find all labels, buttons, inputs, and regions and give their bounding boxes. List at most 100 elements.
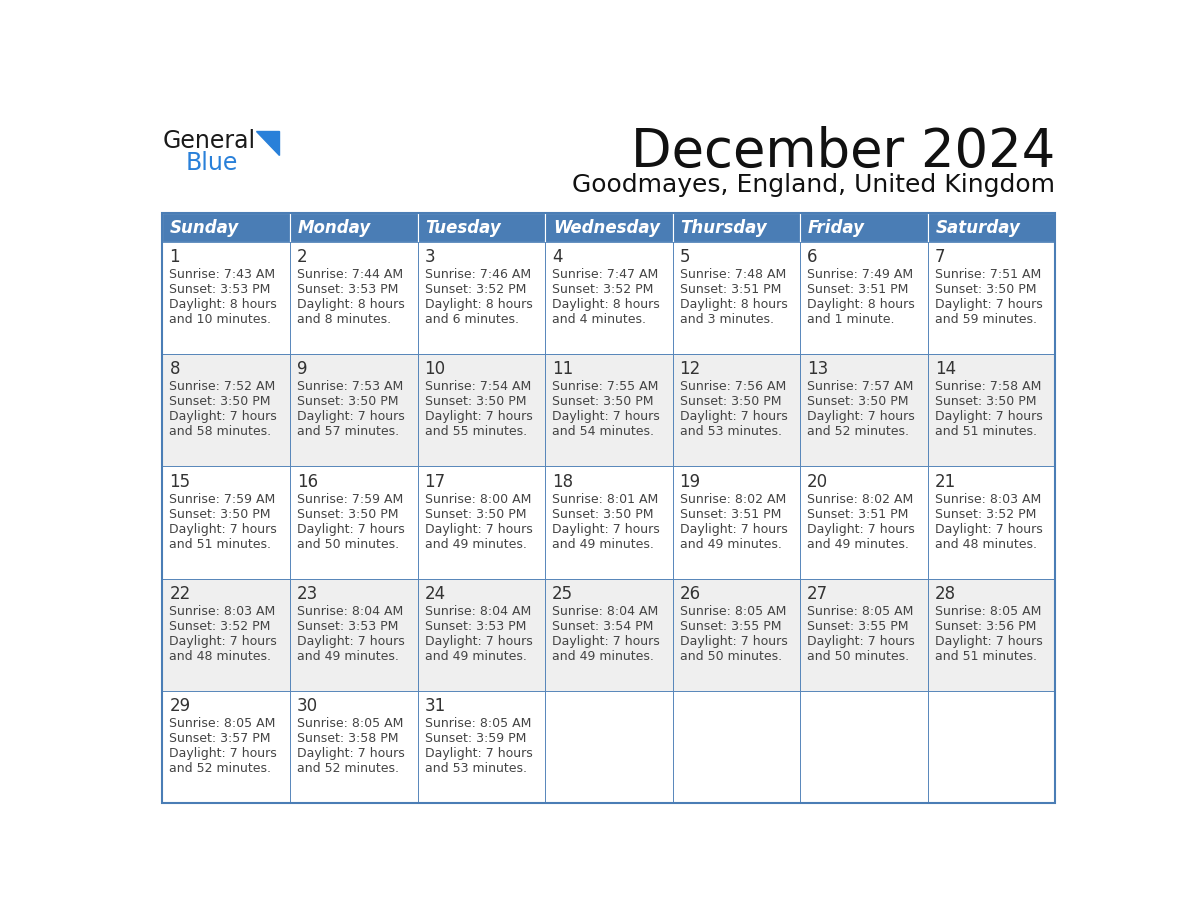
Text: Sunrise: 7:57 AM: Sunrise: 7:57 AM [807,380,914,393]
Bar [163,691,290,803]
Text: Sunset: 3:52 PM: Sunset: 3:52 PM [170,620,271,633]
Bar [290,578,417,691]
Bar [163,241,290,354]
Text: Sunset: 3:53 PM: Sunset: 3:53 PM [170,283,271,296]
Bar [928,466,1055,578]
Text: Sunrise: 8:00 AM: Sunrise: 8:00 AM [424,493,531,506]
Text: Daylight: 7 hours: Daylight: 7 hours [297,635,405,648]
Text: Daylight: 7 hours: Daylight: 7 hours [170,635,277,648]
Text: Sunrise: 8:04 AM: Sunrise: 8:04 AM [424,605,531,618]
Text: 12: 12 [680,360,701,378]
Text: Sunset: 3:50 PM: Sunset: 3:50 PM [170,396,271,409]
Bar [801,354,928,466]
Text: Sunset: 3:50 PM: Sunset: 3:50 PM [680,396,781,409]
Text: Sunset: 3:50 PM: Sunset: 3:50 PM [807,396,909,409]
Bar [290,354,417,466]
Text: Sunset: 3:50 PM: Sunset: 3:50 PM [297,508,398,521]
Text: Sunrise: 8:03 AM: Sunrise: 8:03 AM [170,605,276,618]
Text: Sunset: 3:55 PM: Sunset: 3:55 PM [807,620,909,633]
Text: Sunrise: 7:54 AM: Sunrise: 7:54 AM [424,380,531,393]
Text: and 50 minutes.: and 50 minutes. [680,650,782,663]
Bar [545,213,672,241]
Text: Sunrise: 8:05 AM: Sunrise: 8:05 AM [170,717,276,730]
Text: Sunset: 3:50 PM: Sunset: 3:50 PM [170,508,271,521]
Text: 31: 31 [424,697,446,715]
Text: Sunset: 3:51 PM: Sunset: 3:51 PM [680,508,781,521]
Bar [290,691,417,803]
Text: 20: 20 [807,473,828,490]
Text: and 1 minute.: and 1 minute. [807,313,895,326]
Bar [672,466,801,578]
Text: 23: 23 [297,585,318,603]
Text: Daylight: 7 hours: Daylight: 7 hours [680,522,788,535]
Text: December 2024: December 2024 [631,126,1055,177]
Bar [417,241,545,354]
Text: 8: 8 [170,360,179,378]
Text: Monday: Monday [298,218,371,237]
Text: Daylight: 7 hours: Daylight: 7 hours [297,522,405,535]
Text: 9: 9 [297,360,308,378]
Bar [290,466,417,578]
Text: Sunset: 3:50 PM: Sunset: 3:50 PM [424,508,526,521]
Text: Sunrise: 7:59 AM: Sunrise: 7:59 AM [170,493,276,506]
Text: Sunrise: 8:01 AM: Sunrise: 8:01 AM [552,493,658,506]
Text: Daylight: 7 hours: Daylight: 7 hours [170,747,277,760]
Text: Sunrise: 7:43 AM: Sunrise: 7:43 AM [170,268,276,281]
Text: Tuesday: Tuesday [425,218,501,237]
Bar [545,578,672,691]
Text: Sunrise: 7:51 AM: Sunrise: 7:51 AM [935,268,1041,281]
Bar [672,213,801,241]
Text: Daylight: 7 hours: Daylight: 7 hours [935,522,1042,535]
Text: Saturday: Saturday [935,218,1020,237]
Text: and 10 minutes.: and 10 minutes. [170,313,271,326]
Text: Sunrise: 7:52 AM: Sunrise: 7:52 AM [170,380,276,393]
Text: 21: 21 [935,473,956,490]
Text: and 49 minutes.: and 49 minutes. [552,538,653,551]
Text: Daylight: 7 hours: Daylight: 7 hours [935,410,1042,423]
Text: and 52 minutes.: and 52 minutes. [297,762,399,775]
Bar [928,213,1055,241]
Text: Daylight: 7 hours: Daylight: 7 hours [424,410,532,423]
Text: Daylight: 7 hours: Daylight: 7 hours [680,410,788,423]
Text: 14: 14 [935,360,956,378]
Bar [290,213,417,241]
Text: Daylight: 8 hours: Daylight: 8 hours [807,298,915,311]
Text: General: General [163,129,255,153]
Text: Friday: Friday [808,218,865,237]
Text: and 49 minutes.: and 49 minutes. [424,538,526,551]
Text: Daylight: 7 hours: Daylight: 7 hours [170,410,277,423]
Text: and 52 minutes.: and 52 minutes. [807,425,909,438]
Text: Sunrise: 7:55 AM: Sunrise: 7:55 AM [552,380,658,393]
Text: 7: 7 [935,248,946,266]
Text: Sunset: 3:50 PM: Sunset: 3:50 PM [935,283,1036,296]
Text: and 59 minutes.: and 59 minutes. [935,313,1037,326]
Text: Goodmayes, England, United Kingdom: Goodmayes, England, United Kingdom [573,174,1055,197]
Text: Sunrise: 7:53 AM: Sunrise: 7:53 AM [297,380,403,393]
Bar [545,466,672,578]
Text: 27: 27 [807,585,828,603]
Text: 13: 13 [807,360,828,378]
Text: and 51 minutes.: and 51 minutes. [170,538,271,551]
Bar [417,466,545,578]
Bar [290,241,417,354]
Text: and 48 minutes.: and 48 minutes. [170,650,271,663]
Text: Daylight: 7 hours: Daylight: 7 hours [424,747,532,760]
Text: Sunset: 3:52 PM: Sunset: 3:52 PM [552,283,653,296]
Text: 22: 22 [170,585,191,603]
Text: Daylight: 7 hours: Daylight: 7 hours [807,522,915,535]
Text: Daylight: 7 hours: Daylight: 7 hours [807,635,915,648]
Text: Sunset: 3:53 PM: Sunset: 3:53 PM [424,620,526,633]
Text: Daylight: 7 hours: Daylight: 7 hours [807,410,915,423]
Text: and 49 minutes.: and 49 minutes. [552,650,653,663]
Text: Daylight: 7 hours: Daylight: 7 hours [935,298,1042,311]
Text: Sunset: 3:51 PM: Sunset: 3:51 PM [680,283,781,296]
Text: 1: 1 [170,248,181,266]
Text: Sunrise: 8:04 AM: Sunrise: 8:04 AM [297,605,403,618]
Text: and 54 minutes.: and 54 minutes. [552,425,655,438]
Bar [545,691,672,803]
Text: Sunrise: 7:47 AM: Sunrise: 7:47 AM [552,268,658,281]
Text: 5: 5 [680,248,690,266]
Text: 26: 26 [680,585,701,603]
Text: and 8 minutes.: and 8 minutes. [297,313,391,326]
Text: Sunset: 3:57 PM: Sunset: 3:57 PM [170,732,271,745]
